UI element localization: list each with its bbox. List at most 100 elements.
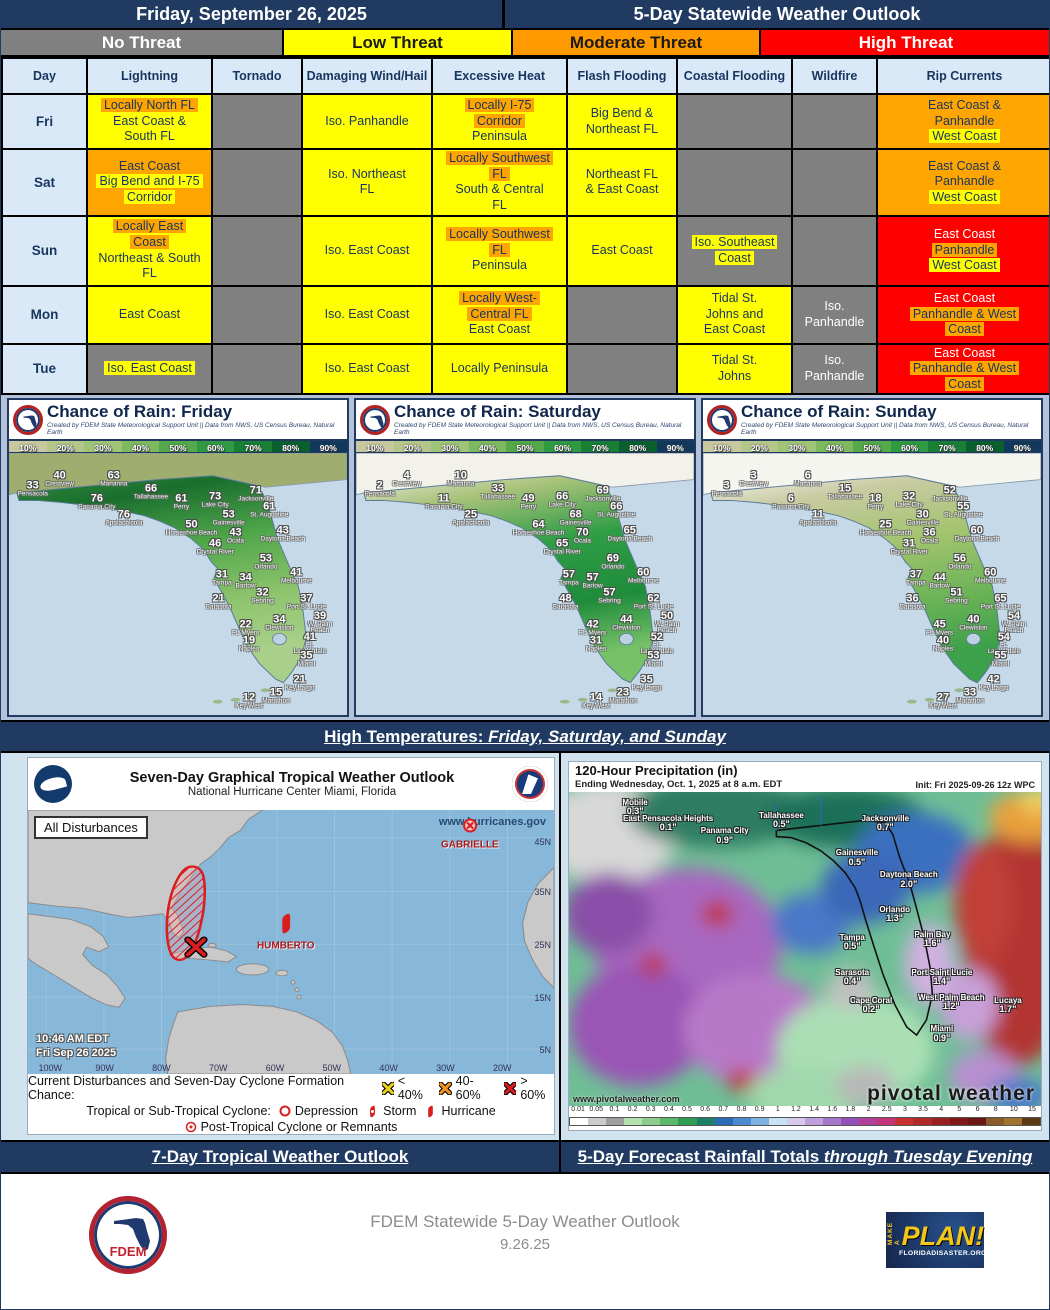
footer-title: FDEM Statewide 5-Day Weather Outlook [370,1212,680,1232]
post-tropical-icon [185,1122,196,1133]
cell-sat-lightning: East Coast Big Bend and I-75 Corridor [86,148,213,217]
cell-text: Northeast & South [98,250,201,265]
cell-mon-excessive-heat: Locally West- Central FL East Coast [431,284,568,345]
cell-text: Peninsula [472,258,527,273]
cell-fri-flash-flooding: Big Bend & Northeast FL [566,93,678,150]
cell-sun-rip-currents: East Coast Panhandle West Coast [876,214,1049,287]
timestamp-date: Fri Sep 26 2025 [36,1047,117,1060]
cell-text: Johns and [705,306,764,321]
tropical-outlook-panel: Seven-Day Graphical Tropical Weather Out… [1,753,561,1141]
rain-panel-sun: Chance of Rain: Sunday Created by FDEM S… [701,398,1043,718]
cell-text: Coast [880,376,1049,393]
precip-scale: 0.01 0.05 0.1 0.2 0.3 0.4 0.5 0.6 0.7 0.8 0.9 1 1.2 1… [569,1106,1041,1130]
precip-scale-label-1.2: 1.2 [791,1106,801,1114]
col-header-wildfire: Wildfire [791,57,878,95]
precip-scale-seg-0.1 [606,1118,625,1126]
florida-map-shape [703,453,1041,704]
legend-chance-60: > 60% [504,1074,554,1102]
precip-scale-label-0.9: 0.9 [754,1106,765,1114]
precip-scale-seg-0.5 [678,1118,697,1126]
cell-tue-rip-currents: East Coast Panhandle & West Coast [876,342,1049,396]
precip-scale-seg-5 [949,1118,968,1126]
precip-scale-label-2.5: 2.5 [881,1106,892,1114]
precip-scale-label-5: 5 [957,1106,962,1114]
col-header-lightning: Lightning [86,57,213,95]
cell-text: West Coast [880,258,1049,274]
col-header-damaging-wind-hail: Damaging Wind/Hail [301,57,433,95]
cell-tue-flash-flooding [566,342,678,396]
rain-maps-row: Chance of Rain: Friday Created by FDEM S… [1,395,1049,723]
precip-scale-seg-15 [1021,1118,1041,1126]
precip-panel: 120-Hour Precipitation (in) Ending Wedne… [561,753,1049,1140]
cell-text: East Coast & [113,113,186,128]
cell-text: Locally North FL [90,98,209,114]
bottom-panels: Seven-Day Graphical Tropical Weather Out… [1,753,1049,1141]
cell-text: South & Central [455,182,544,197]
cell-text: Panhandle & West [880,361,1049,377]
lon-label-40W: 40W [379,1063,398,1074]
rain-scale-bar: 10% 20% 30% 40% 50% 60% 70% 80% 90% [703,439,1042,454]
cell-mon-damaging-wind-hail: Iso. East Coast [301,284,433,345]
rain-panel-title: Chance of Rain: Friday [47,402,233,422]
tropical-basemap [28,810,554,1075]
caption-italic: Friday, Saturday, and Sunday [488,726,726,746]
rain-scale-50%: 50% [853,441,891,453]
cell-text: Panhandle [804,314,865,329]
cell-text: East Coast [933,227,996,242]
precip-scale-label-0.1: 0.1 [609,1106,620,1114]
rainfall-caption-prefix: 5-Day Forecast Rainfall Totals [577,1147,824,1167]
rain-scale-10%: 10% [703,441,741,453]
legend-post-tropical-label: Post-Tropical Cyclone or Remnants [200,1120,398,1135]
precip-scale-seg-3 [895,1118,914,1126]
central-america-land [28,913,126,1009]
header-date: Friday, September 26, 2025 [1,0,506,28]
cell-text: FL [142,266,157,281]
tropical-map: All Disturbances www.hurricanes.gov 10:4… [28,810,554,1075]
precip-basemap [569,792,1041,1107]
cell-text: Locally West- [435,291,564,307]
precip-scale-label-0.2: 0.2 [627,1106,638,1114]
florida-outline [775,819,934,1037]
precip-scale-label-1.6: 1.6 [827,1106,838,1114]
south-america-land [165,1004,352,1075]
legend-type-hurricane: Hurricane [424,1104,496,1118]
precip-scale-label-0.3: 0.3 [645,1106,656,1114]
cell-text: Locally Peninsula [450,361,549,376]
tropical-legend: Current Disturbances and Seven-Day Cyclo… [28,1074,554,1134]
precip-scale-seg-0.01 [570,1118,589,1126]
col-header-rip-currents: Rip Currents [876,57,1049,95]
rain-scale-10%: 10% [356,441,394,453]
cell-text: Iso. East Coast [324,361,410,376]
footer: FDEM FDEM Statewide 5-Day Weather Outloo… [1,1174,1049,1310]
cell-sun-tornado [211,214,303,287]
cell-fri-wildfire [791,93,878,150]
high-temps-caption: High Temperatures: Friday, Saturday, and… [1,722,1049,754]
storm-icon [369,1105,376,1118]
col-header-tornado: Tornado [211,57,303,95]
rain-scale-60%: 60% [890,441,929,453]
table-header-row: Day Lightning Tornado Damaging Wind/Hail Exc… [1,57,1049,95]
rain-scale-90%: 90% [656,441,695,453]
precip-scale-label-0.7: 0.7 [718,1106,729,1114]
cell-text: East Coast & [928,98,1001,113]
x-icon [504,1081,517,1095]
lat-label-45N: 45N [534,836,551,847]
puerto-rico-land [275,970,289,977]
lat-label-35N: 35N [534,886,551,897]
rain-scale-40%: 40% [468,441,507,453]
rain-scale-70%: 70% [928,441,966,453]
rain-panel-sat: Chance of Rain: Saturday Created by FDEM… [354,398,696,718]
rain-scale-60%: 60% [543,441,582,453]
cell-tue-coastal-flooding: Tidal St. Johns [676,342,793,396]
tropical-timestamp: 10:46 AM EDT Fri Sep 26 2025 [36,1032,116,1061]
lon-label-70W: 70W [208,1063,228,1074]
bottom-captions: 7-Day Tropical Weather Outlook 5-Day For… [1,1140,1049,1175]
precip-scale-seg-1.8 [841,1118,860,1126]
precip-scale-seg-1 [768,1118,787,1126]
precip-scale-seg-0.4 [660,1118,679,1126]
cell-sat-rip-currents: East Coast & Panhandle West Coast [876,148,1049,217]
cell-text: & East Coast [585,182,659,197]
precip-scale-seg-0.9 [750,1118,769,1126]
precip-card: 120-Hour Precipitation (in) Ending Wedne… [568,761,1042,1132]
